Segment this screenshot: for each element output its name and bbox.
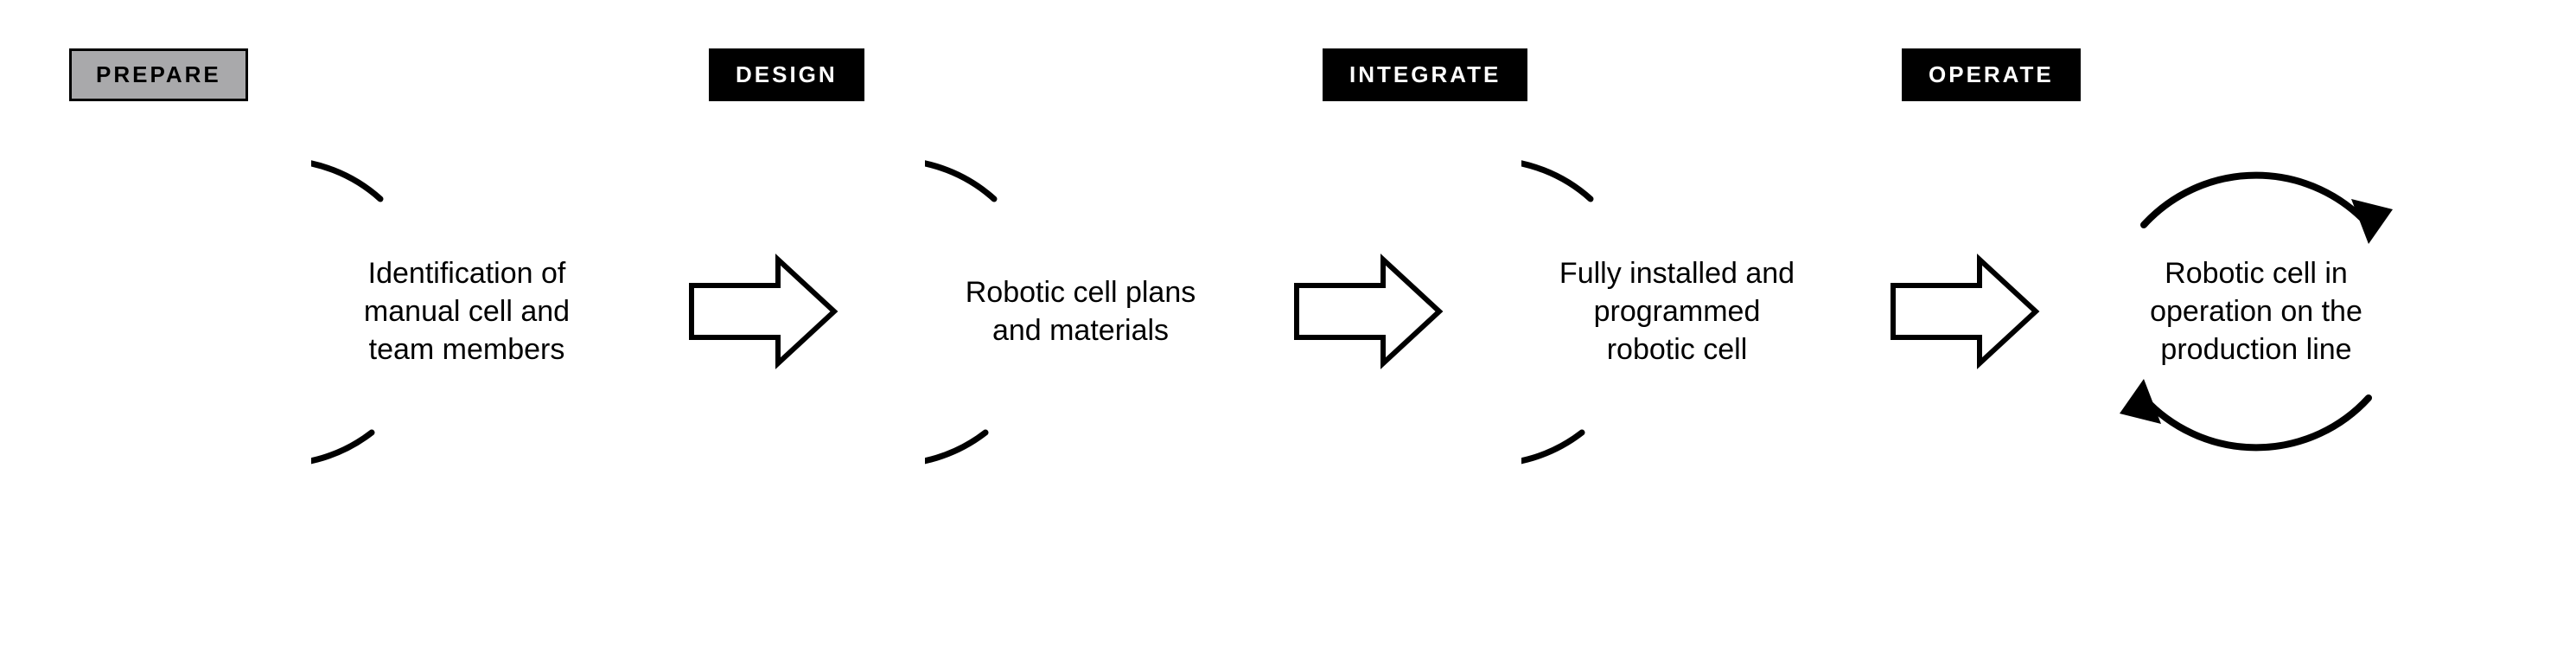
node-text: Identification of manual cell and team m… [346, 254, 588, 369]
node-text: Fully installed and programmed robotic c… [1556, 254, 1798, 369]
node-prepare: Identification of manual cell and team m… [311, 156, 622, 467]
node-text: Robotic cell plans and materials [960, 273, 1202, 349]
stage-label-design: DESIGN [709, 48, 864, 101]
stage-label-integrate: INTEGRATE [1323, 48, 1527, 101]
node-integrate: Fully installed and programmed robotic c… [1521, 156, 1833, 467]
node-operate: Robotic cell in operation on the product… [2101, 156, 2412, 467]
stage-label-prepare: PREPARE [69, 48, 248, 101]
arrow-icon [1884, 251, 2040, 372]
node-design: Robotic cell plans and materials [925, 156, 1236, 467]
stage-label-operate: OPERATE [1902, 48, 2081, 101]
arrow-icon [1288, 251, 1444, 372]
node-text: Robotic cell in operation on the product… [2135, 254, 2377, 369]
arrow-icon [683, 251, 838, 372]
